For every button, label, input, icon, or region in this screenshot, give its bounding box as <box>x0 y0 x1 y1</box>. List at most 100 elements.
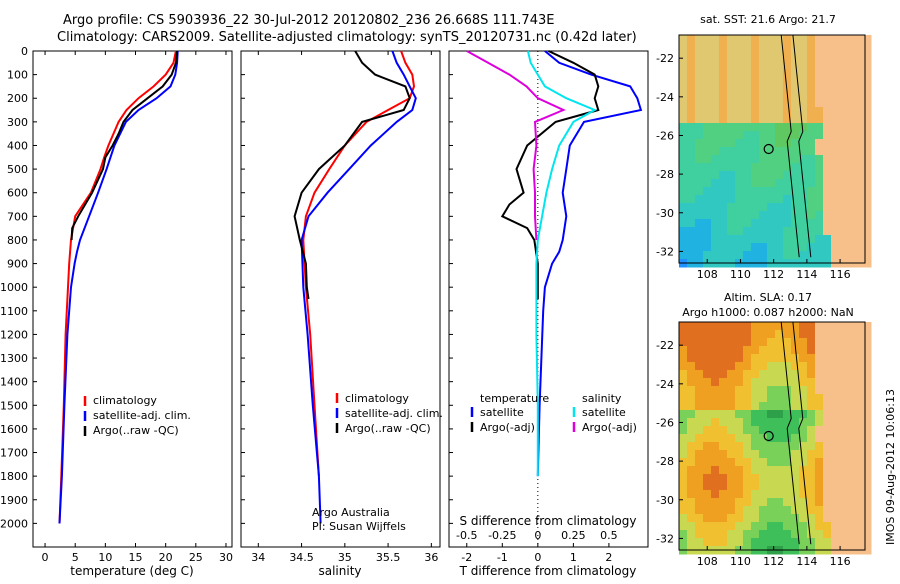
map-cell-156 <box>775 83 784 92</box>
map-cell-533 <box>719 211 728 220</box>
map-cell-130 <box>759 75 768 84</box>
map-cell-327 <box>799 426 808 435</box>
map-cell-107 <box>767 67 776 76</box>
map-cell-15 <box>799 322 808 331</box>
map-cell-499 <box>831 482 840 491</box>
map-cell-32 <box>743 330 752 339</box>
map-cell-269 <box>719 123 728 132</box>
map-cell-422 <box>791 171 800 180</box>
map-cell-128 <box>743 75 752 84</box>
map-cell-410 <box>695 458 704 467</box>
map-cell-615 <box>799 522 808 531</box>
map-cell-145 <box>687 83 696 92</box>
map-cell-50 <box>695 51 704 60</box>
map-cell-432 <box>679 179 688 188</box>
map-cell-164 <box>839 370 848 379</box>
map-cell-494 <box>791 482 800 491</box>
map-cell-57 <box>751 51 760 60</box>
map-cell-523 <box>831 203 840 212</box>
diff-series-line-2 <box>526 50 597 477</box>
map-cell-530 <box>695 211 704 220</box>
map-cell-163 <box>831 83 840 92</box>
map-cell-547 <box>831 498 840 507</box>
map-cell-391 <box>735 450 744 459</box>
x-tick-label-5: 25 <box>189 551 203 564</box>
map-cell-133 <box>783 362 792 371</box>
map-cell-256 <box>807 115 816 124</box>
y-tick-label-4: 400 <box>7 139 28 152</box>
map-cell-604 <box>711 522 720 531</box>
map-cell-89 <box>815 59 824 68</box>
map-cell-602 <box>695 522 704 531</box>
map-cell-97 <box>687 67 696 76</box>
map-cell-540 <box>775 498 784 507</box>
map-cell-430 <box>855 171 864 180</box>
map-cell-437 <box>719 466 728 475</box>
map-cell-178 <box>759 91 768 100</box>
contour-line-200m <box>792 321 812 545</box>
map-cell-380 <box>839 155 848 164</box>
map-cell-289 <box>687 131 696 140</box>
map-cell-583 <box>735 514 744 523</box>
map-cell-495 <box>799 195 808 204</box>
map-cell-335 <box>863 426 872 435</box>
series-line-0 <box>302 50 416 477</box>
map-cell-653 <box>719 538 728 547</box>
map-cell-370 <box>759 442 768 451</box>
map-cell-239 <box>863 107 872 116</box>
map-cell-123 <box>703 362 712 371</box>
map-cell-452 <box>839 466 848 475</box>
map-cell-560 <box>743 219 752 228</box>
map-cell-507 <box>703 490 712 499</box>
map-cell-662 <box>791 251 800 260</box>
map-cell-2 <box>695 322 704 331</box>
map-cell-96 <box>679 354 688 363</box>
map-cell-242 <box>695 402 704 411</box>
map-cell-217 <box>687 107 696 116</box>
map-cell-17 <box>815 35 824 44</box>
map-cell-302 <box>791 418 800 427</box>
map-cell-15 <box>799 35 808 44</box>
map-cell-342 <box>727 147 736 156</box>
map-cell-541 <box>783 211 792 220</box>
map-cell-619 <box>831 235 840 244</box>
map-cell-41 <box>815 43 824 52</box>
map-cell-214 <box>855 386 864 395</box>
map-cell-350 <box>791 434 800 443</box>
map-cell-471 <box>799 187 808 196</box>
map-cell-319 <box>735 426 744 435</box>
map-y-label-1: -24 <box>656 378 674 391</box>
map-cell-614 <box>791 235 800 244</box>
map-cell-53 <box>719 51 728 60</box>
map-cell-11 <box>767 35 776 44</box>
map-cell-500 <box>839 195 848 204</box>
map-cell-212 <box>839 386 848 395</box>
map-cell-393 <box>751 450 760 459</box>
map-cell-492 <box>775 482 784 491</box>
t-difference-label: T difference from climatology <box>459 564 637 578</box>
map-cell-320 <box>743 426 752 435</box>
map-cell-567 <box>799 506 808 515</box>
map-cell-191 <box>863 378 872 387</box>
map-cell-446 <box>791 466 800 475</box>
map-cell-558 <box>727 219 736 228</box>
map-cell-437 <box>719 179 728 188</box>
map-cell-503 <box>863 195 872 204</box>
map-cell-695 <box>863 546 872 555</box>
map-cell-549 <box>847 498 856 507</box>
map-cell-657 <box>751 251 760 260</box>
map-cell-433 <box>687 179 696 188</box>
sst-map-image <box>678 34 872 268</box>
map-cell-142 <box>855 362 864 371</box>
x-tick-label-4: 20 <box>159 551 173 564</box>
map-cell-462 <box>727 474 736 483</box>
map-cell-172 <box>711 378 720 387</box>
map-cell-283 <box>831 410 840 419</box>
map-cell-168 <box>679 378 688 387</box>
map-cell-562 <box>759 506 768 515</box>
map-cell-377 <box>815 442 824 451</box>
map-cell-1 <box>687 322 696 331</box>
map-cell-394 <box>759 450 768 459</box>
map-cell-340 <box>711 147 720 156</box>
map-cell-571 <box>831 506 840 515</box>
